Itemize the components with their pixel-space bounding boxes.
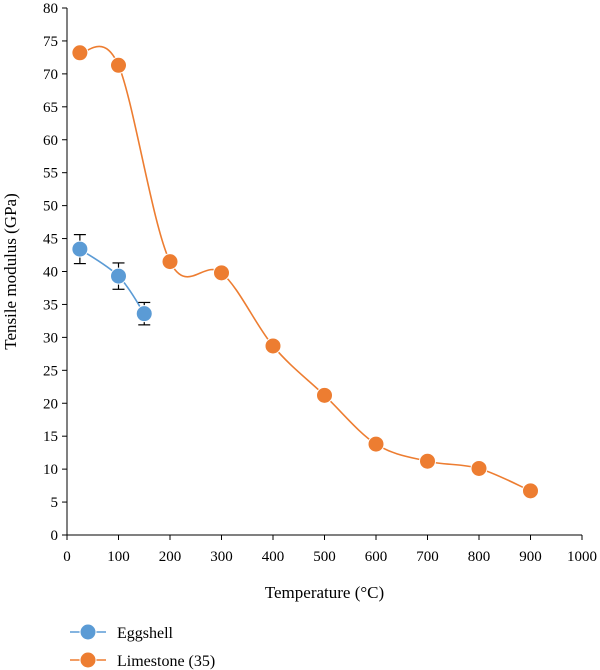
y-tick-label: 25 xyxy=(43,363,58,379)
y-tick-label: 75 xyxy=(43,34,58,50)
x-tick-label: 0 xyxy=(63,549,71,565)
data-point-limestone-35 xyxy=(71,44,89,62)
x-tick-label: 800 xyxy=(468,549,491,565)
y-tick-label: 65 xyxy=(43,100,58,116)
x-tick-label: 200 xyxy=(159,549,182,565)
y-tick-label: 35 xyxy=(43,297,58,313)
x-tick-label: 500 xyxy=(313,549,336,565)
y-tick-label: 5 xyxy=(51,495,59,511)
x-tick-label: 400 xyxy=(262,549,285,565)
data-point-limestone-35 xyxy=(419,452,436,470)
y-tick-label: 15 xyxy=(43,429,58,445)
y-tick-label: 45 xyxy=(43,232,58,248)
data-point-limestone-35 xyxy=(470,459,488,477)
y-tick-label: 10 xyxy=(43,462,58,478)
x-axis-title: Temperature (°C) xyxy=(265,583,384,602)
x-tick-label: 700 xyxy=(416,549,439,565)
legend-marker-limestone-35 xyxy=(79,651,97,669)
x-tick-label: 600 xyxy=(365,549,388,565)
legend-label-eggshell: Eggshell xyxy=(117,625,174,642)
plot-area xyxy=(71,44,539,500)
data-point-limestone-35 xyxy=(161,253,179,271)
legend-label-limestone-35: Limestone (35) xyxy=(117,653,215,670)
legend: Eggshell Limestone (35) xyxy=(70,623,215,670)
data-point-limestone-35 xyxy=(264,337,282,355)
data-point-eggshell xyxy=(110,267,127,285)
data-point-eggshell xyxy=(71,240,89,258)
y-tick-label: 60 xyxy=(43,133,58,149)
y-tick-label: 40 xyxy=(43,265,58,281)
y-tick-label: 55 xyxy=(43,166,58,182)
data-point-eggshell xyxy=(135,305,153,323)
x-tick-label: 300 xyxy=(210,549,233,565)
legend-marker-eggshell xyxy=(79,623,97,641)
y-tick-label: 30 xyxy=(43,330,58,346)
y-tick-label: 80 xyxy=(43,1,58,17)
series-line-limestone-35 xyxy=(79,45,531,492)
y-tick-label: 50 xyxy=(43,199,58,215)
data-point-limestone-35 xyxy=(522,482,539,500)
y-axis-title: Tensile modulus (GPa) xyxy=(1,193,20,350)
y-tick-label: 0 xyxy=(51,528,59,544)
data-point-limestone-35 xyxy=(367,435,385,453)
y-tick-label: 70 xyxy=(43,67,58,83)
data-point-limestone-35 xyxy=(110,56,127,74)
x-tick-label: 100 xyxy=(107,549,130,565)
data-point-limestone-35 xyxy=(213,264,230,282)
y-tick-label: 20 xyxy=(43,396,58,412)
x-tick-label: 900 xyxy=(519,549,542,565)
data-point-limestone-35 xyxy=(316,386,333,404)
x-tick-label: 1000 xyxy=(567,549,597,565)
